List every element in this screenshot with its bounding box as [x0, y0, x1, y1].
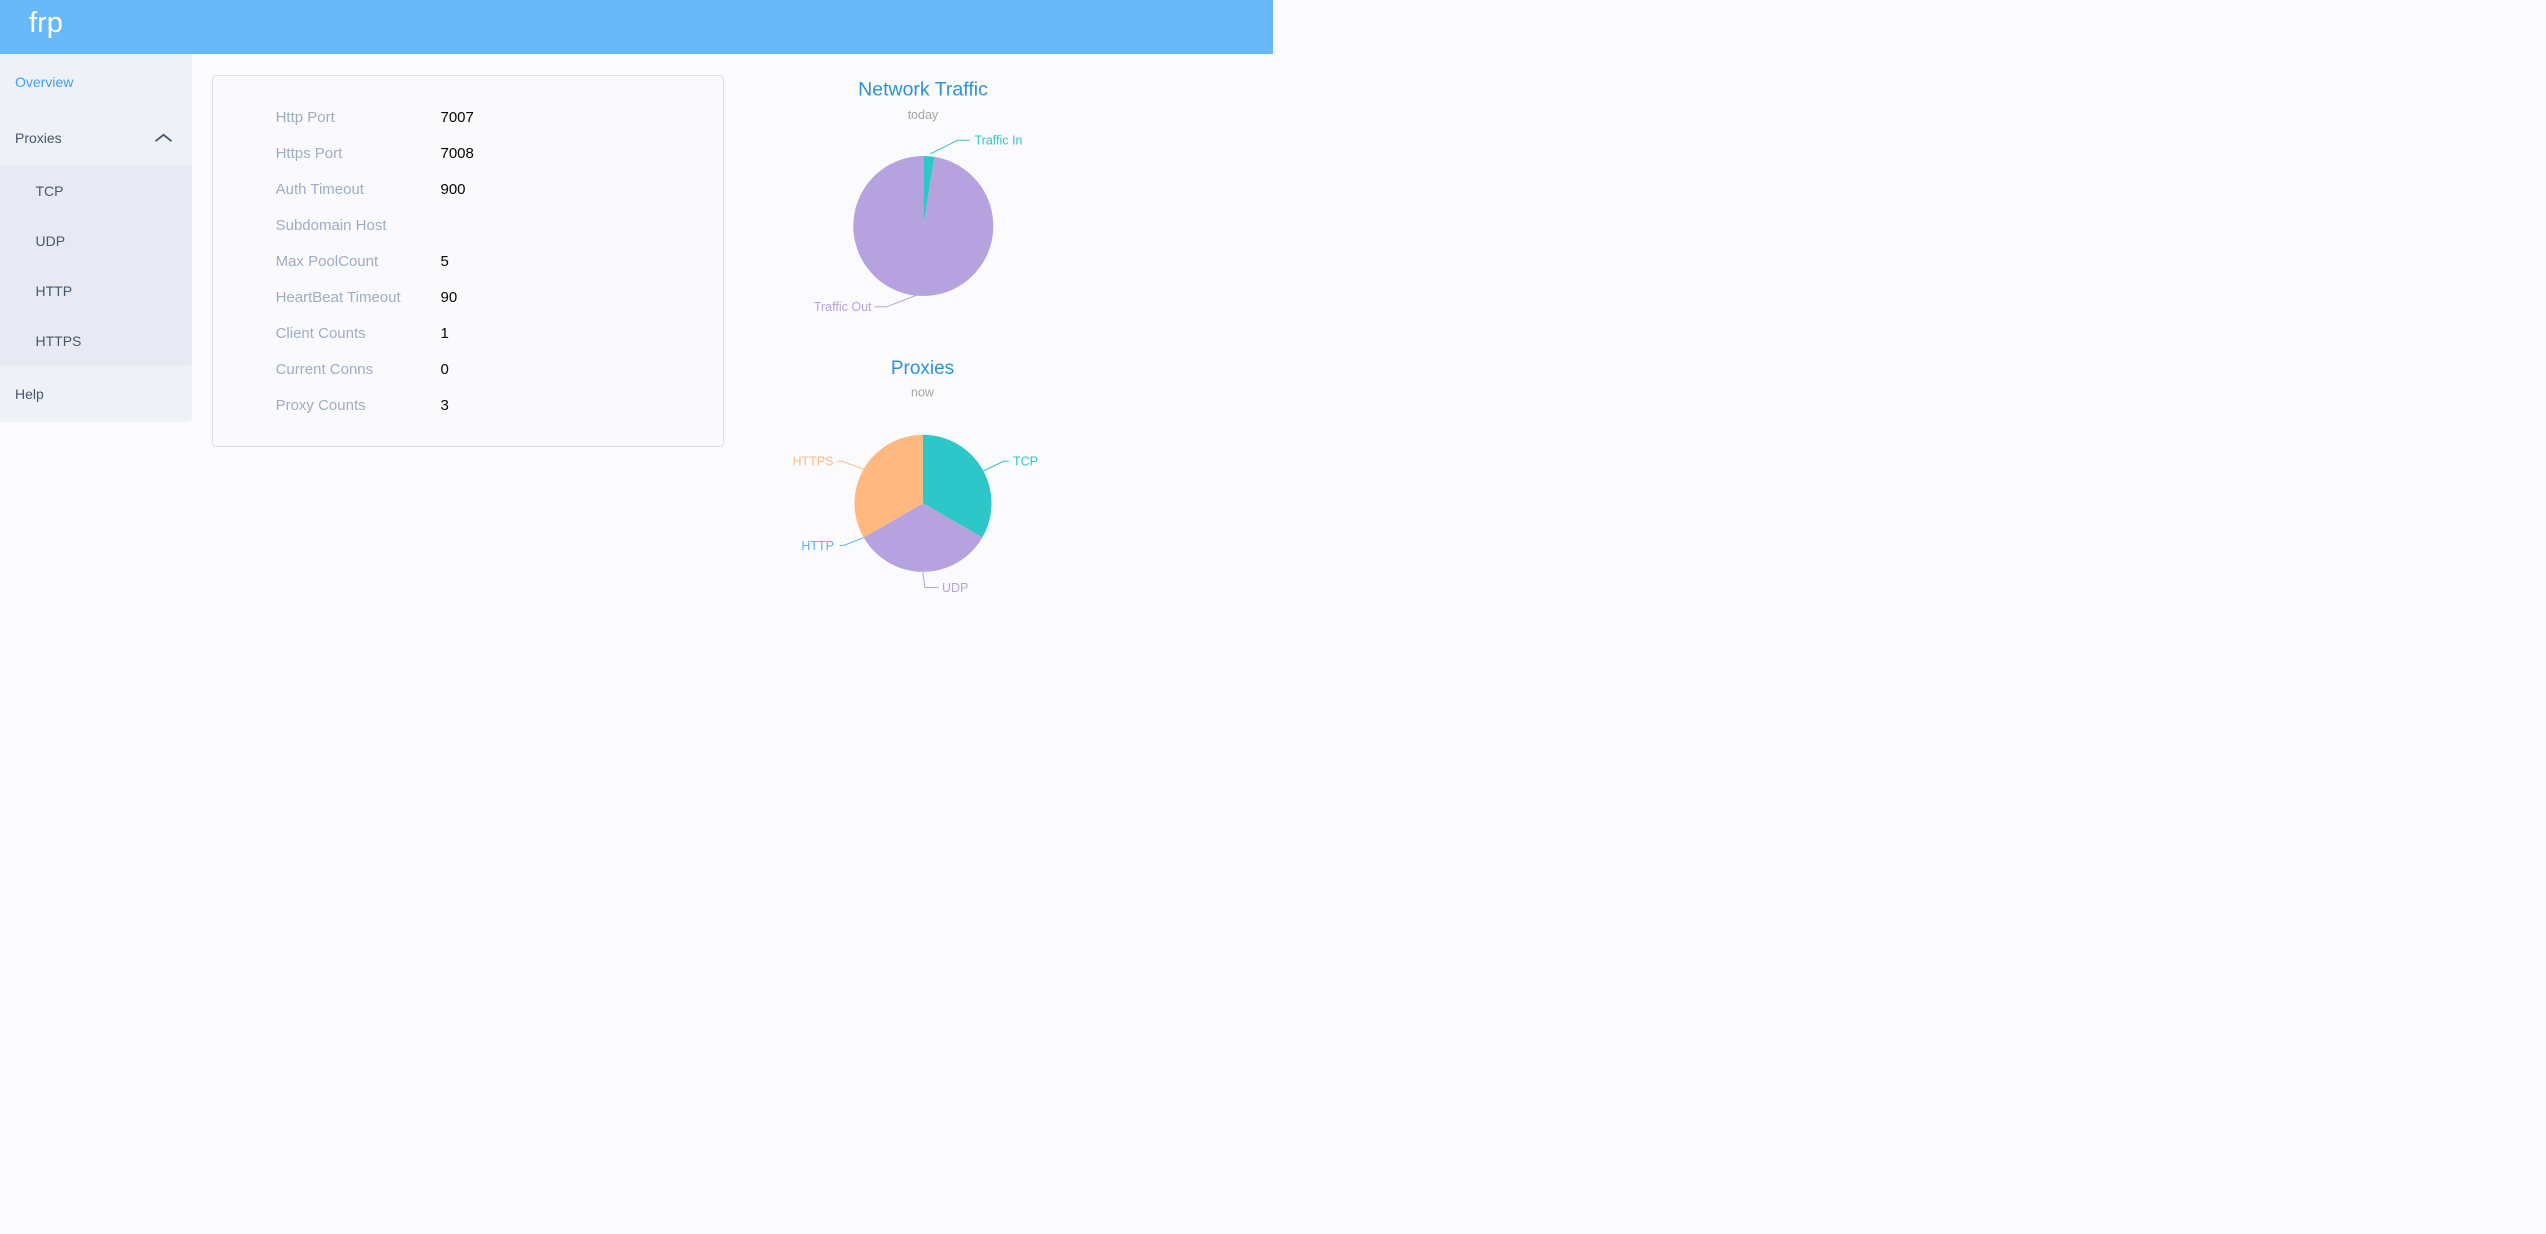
svg-text:Traffic Out: Traffic Out	[814, 300, 872, 314]
svg-text:Traffic In: Traffic In	[975, 134, 1023, 148]
svg-text:HTTP: HTTP	[801, 539, 834, 553]
svg-text:today: today	[908, 108, 939, 122]
svg-text:Proxies: Proxies	[891, 358, 954, 379]
svg-text:UDP: UDP	[942, 581, 968, 595]
svg-text:now: now	[911, 386, 935, 400]
svg-text:Network Traffic: Network Traffic	[858, 78, 988, 100]
svg-text:TCP: TCP	[1013, 455, 1038, 469]
svg-text:HTTPS: HTTPS	[793, 455, 834, 469]
